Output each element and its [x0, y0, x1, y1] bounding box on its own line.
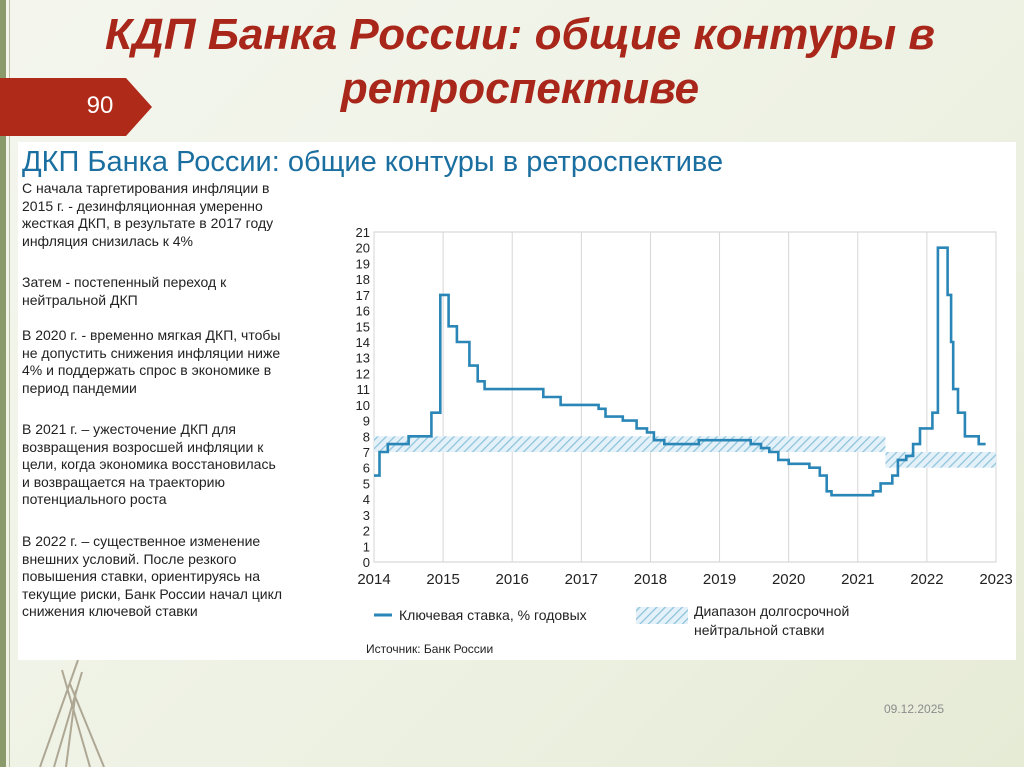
chart-grid	[373, 231, 997, 563]
paragraph-2015: С начала таргетирования инфляции в 2015 …	[22, 180, 336, 250]
text-line: 4% и поддержать спрос в экономике в	[22, 362, 272, 379]
left-decor-line	[9, 0, 10, 767]
y-tick-label: 4	[363, 492, 370, 507]
text-line: потенциального роста	[22, 491, 167, 508]
x-tick-label: 2014	[357, 571, 390, 588]
y-tick-label: 8	[363, 429, 370, 444]
slide-date: 09.12.2025	[884, 702, 945, 716]
text-line: текущие риски, Банк России начал цикл	[22, 585, 283, 602]
text-line: период пандемии	[22, 379, 137, 396]
text-line: жесткая ДКП, в результате в 2017 году	[22, 215, 274, 232]
y-tick-label: 12	[356, 366, 370, 381]
y-tick-label: 17	[356, 288, 370, 303]
y-tick-label: 18	[356, 272, 370, 287]
paragraph-neutral: Затем - постепенный переход к нейтрально…	[22, 274, 336, 309]
text-line: нейтральной ДКП	[22, 291, 138, 308]
legend-band-label-line1: Диапазон долгосрочной	[694, 603, 849, 619]
plot-frame	[373, 231, 997, 563]
text-line: повышения ставки, ориентируясь на	[22, 568, 261, 585]
text-line: В 2020 г. - временно мягкая ДКП, чтобы	[22, 327, 281, 343]
x-tick-label: 2021	[841, 571, 874, 588]
legend-band-swatch	[636, 607, 688, 624]
y-tick-label: 13	[356, 351, 370, 366]
text-line: цели, когда экономика восстановилась	[22, 456, 276, 473]
x-axis-ticks: 2014 2015 2016 2017 2018 2019 2020 2021 2022 2023	[357, 571, 1012, 588]
legend-band-label-line2: нейтральной ставки	[694, 622, 824, 638]
text-line: возвращения возросшей инфляции к	[22, 438, 264, 455]
left-decor-bar	[0, 0, 6, 767]
y-tick-label: 9	[363, 414, 370, 429]
y-tick-label: 14	[356, 335, 370, 350]
y-tick-label: 1	[363, 539, 370, 554]
paragraph-2022: В 2022 г. – существенное изменение внешн…	[22, 533, 336, 621]
slide-title: КДП Банка России: общие контуры в ретрос…	[105, 10, 935, 113]
text-line: внешних условий. После резкого	[22, 550, 237, 567]
key-rate-line	[374, 246, 986, 497]
y-tick-label: 5	[363, 476, 370, 491]
neutral-rate-band	[374, 436, 996, 468]
y-tick-label: 21	[356, 225, 370, 240]
y-tick-label: 20	[356, 241, 370, 256]
y-tick-label: 0	[363, 555, 370, 570]
text-line: снижения ключевой ставки	[22, 603, 198, 620]
paragraph-2020: В 2020 г. - временно мягкая ДКП, чтобы н…	[22, 327, 336, 397]
x-tick-label: 2016	[496, 571, 529, 588]
x-tick-label: 2018	[634, 571, 667, 588]
page-number: 90	[86, 92, 114, 119]
text-line: Затем - постепенный переход к	[22, 274, 227, 290]
y-tick-label: 15	[356, 319, 370, 334]
y-tick-label: 16	[356, 304, 370, 319]
y-tick-label: 7	[363, 445, 370, 460]
neutral-rate-band-segment	[374, 436, 886, 452]
y-tick-label: 2	[363, 524, 370, 539]
text-line: В 2022 г. – существенное изменение	[22, 533, 261, 549]
x-tick-label: 2022	[910, 571, 943, 588]
source-note: Источник: Банк России	[366, 642, 494, 656]
text-line: и возвращается на траекторию	[22, 473, 226, 490]
text-line: инфляция снизилась к 4%	[22, 232, 194, 249]
paragraph-2021: В 2021 г. – ужесточение ДКП для возвраще…	[22, 421, 336, 509]
chart-legend: Ключевая ставка, % годовых Диапазон долг…	[374, 603, 849, 638]
text-line: 2015 г. - дезинфляционная умеренно	[22, 197, 263, 214]
y-tick-label: 3	[363, 508, 370, 523]
chart-panel: ДКП Банка России: общие контуры в ретрос…	[18, 142, 1016, 660]
x-tick-label: 2023	[979, 571, 1012, 588]
y-tick-label: 11	[357, 382, 371, 397]
text-line: В 2021 г. – ужесточение ДКП для	[22, 421, 236, 437]
x-tick-label: 2017	[565, 571, 598, 588]
x-tick-label: 2019	[703, 571, 736, 588]
key-rate-series	[374, 246, 986, 497]
x-tick-label: 2020	[772, 571, 805, 588]
text-line: не допустить снижения инфляции ниже	[22, 344, 281, 361]
x-tick-label: 2015	[426, 571, 459, 588]
y-tick-label: 19	[356, 256, 370, 271]
legend-line-label: Ключевая ставка, % годовых	[399, 607, 587, 623]
panel-title: ДКП Банка России: общие контуры в ретрос…	[22, 146, 724, 178]
page-number-badge	[0, 78, 152, 136]
y-tick-label: 6	[363, 461, 370, 476]
text-line: С начала таргетирования инфляции в	[22, 180, 270, 196]
y-tick-label: 10	[356, 398, 370, 413]
